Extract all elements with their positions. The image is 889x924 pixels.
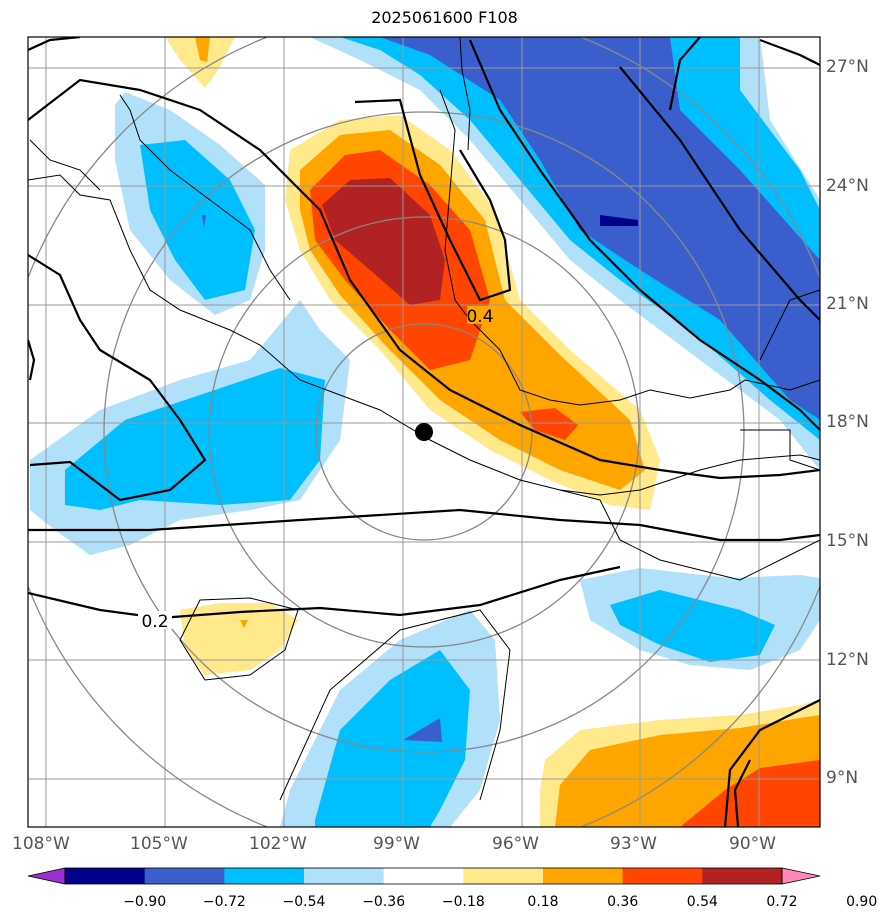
- contour-pos-main-4: [322, 178, 445, 305]
- colorbar-tick-label: 0.18: [527, 894, 559, 910]
- contour-pos-sw-2: [240, 620, 248, 628]
- lon-label-108w: 108°W: [12, 834, 70, 854]
- coastlines: [28, 37, 820, 801]
- contour-label-0.2: 0.2: [141, 612, 168, 632]
- contour-neg-ne-4: [600, 215, 638, 226]
- colorbar-tick-label: 0.72: [766, 894, 798, 910]
- lat-label-18n: 18°N: [826, 412, 869, 432]
- colorbar-tick-label: −0.54: [282, 894, 326, 910]
- contour-pos-se-3: [680, 760, 820, 827]
- lat-label-24n: 24°N: [826, 176, 869, 196]
- contour-pos-sw-1: [180, 603, 298, 675]
- colorbar-tick-label: 0.36: [607, 894, 639, 910]
- lon-label-102w: 102°W: [249, 834, 307, 854]
- lon-label-90w: 90°W: [729, 834, 776, 854]
- range-rings: [28, 37, 820, 827]
- contour-neg-s-3: [403, 718, 442, 742]
- contour-label-bg-2: [138, 611, 172, 629]
- map-title: 2025061600 F108: [371, 8, 518, 27]
- contour-neg-ne-3: [380, 37, 820, 420]
- lon-label-99w: 99°W: [373, 834, 420, 854]
- colorbar-tick-label: −0.36: [362, 894, 406, 910]
- colorbar-segment: [463, 868, 544, 884]
- colorbar-segment: [144, 868, 225, 884]
- lon-label-96w: 96°W: [492, 834, 539, 854]
- contour-label-bg-1: [467, 306, 497, 324]
- colorbar-extend-high: [781, 867, 821, 885]
- colorbar-tick-label: −0.18: [441, 894, 485, 910]
- lat-label-12n: 12°N: [826, 650, 869, 670]
- storm-center-marker: [415, 423, 433, 441]
- lat-label-9n: 9°N: [826, 768, 859, 788]
- contour-label-0.4: 0.4: [466, 307, 493, 327]
- colorbar: [27, 867, 821, 885]
- colorbar-segment: [622, 868, 703, 884]
- colorbar-segment: [224, 868, 305, 884]
- contour-neg-e-2: [610, 590, 775, 662]
- contour-pos-top-2: [195, 37, 210, 62]
- colorbar-frame: [64, 867, 783, 885]
- contour-neg-nw-3: [202, 215, 206, 228]
- colorbar-tick-label: 0.90: [846, 894, 878, 910]
- lat-label-27n: 27°N: [826, 57, 869, 77]
- plot-frame: [27, 36, 821, 828]
- colorbar-tick-label: 0.54: [686, 894, 718, 910]
- colorbar-segment: [543, 868, 624, 884]
- colorbar-segment: [702, 868, 783, 884]
- colorbar-segment: [304, 868, 385, 884]
- colorbar-tick-label: −0.90: [123, 894, 167, 910]
- contour-pos-main-5: [520, 408, 578, 440]
- lon-label-93w: 93°W: [610, 834, 657, 854]
- contour-neg-w-2: [65, 368, 325, 510]
- colorbar-tick-label: −0.72: [202, 894, 246, 910]
- contour-pos-top: [165, 37, 235, 88]
- thick-contours: [28, 37, 820, 827]
- colorbar-segment: [65, 868, 146, 884]
- colorbar-segment: [383, 868, 464, 884]
- lat-label-15n: 15°N: [826, 531, 869, 551]
- lat-label-21n: 21°N: [826, 294, 869, 314]
- colorbar-extend-low: [27, 867, 66, 885]
- lon-label-105w: 105°W: [130, 834, 188, 854]
- contour-neg-s-2: [315, 650, 470, 827]
